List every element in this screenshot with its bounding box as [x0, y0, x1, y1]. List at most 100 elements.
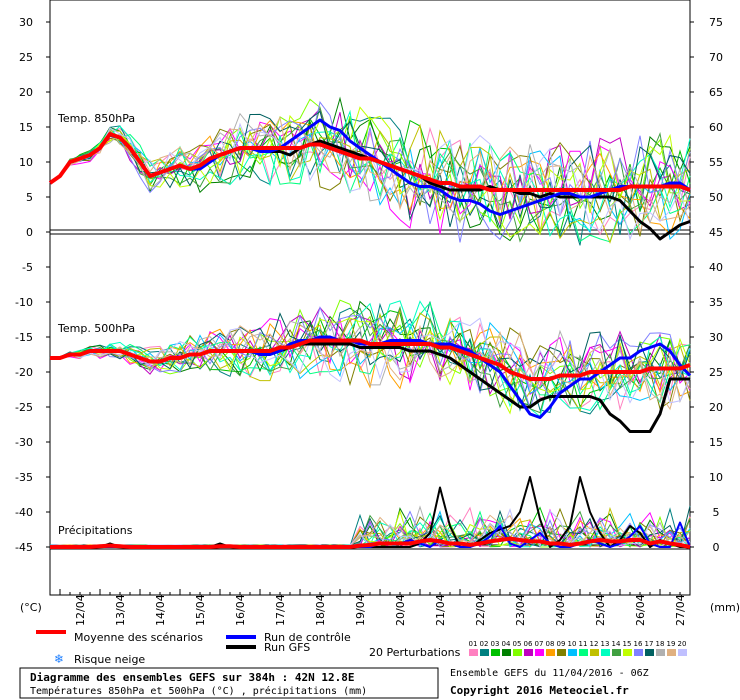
perturbation-line — [49, 101, 691, 243]
perturbation-line — [49, 324, 691, 411]
run-info: Ensemble GEFS du 11/04/2016 - 06Z — [450, 668, 649, 679]
left-tick-label: -20 — [15, 366, 33, 379]
panel-label-precip: Précipitations — [58, 524, 133, 537]
left-tick-label: 10 — [19, 156, 33, 169]
panel-label-850: Temp. 850hPa — [57, 112, 135, 125]
perturbation-id: 03 — [491, 640, 500, 648]
perturbation-id: 12 — [590, 640, 599, 648]
left-axis: 30 25 20 15 10 5 0 -5 -10 -15 -20 -25 -30 -35 -40 -45 — [15, 16, 50, 554]
snowflake-icon: ❄ — [54, 652, 64, 666]
legend-gfs-label: Run GFS — [264, 641, 310, 654]
perturbation-swatch — [601, 649, 610, 656]
right-tick-label: 70 — [709, 51, 723, 64]
left-tick-label: -35 — [15, 471, 33, 484]
x-tick-label: 17/04 — [274, 594, 287, 626]
perturbation-swatch — [480, 649, 489, 656]
perturbation-id: 10 — [568, 640, 577, 648]
right-tick-label: 55 — [709, 156, 723, 169]
left-tick-label: -45 — [15, 541, 33, 554]
right-tick-label: 15 — [709, 436, 723, 449]
perturbation-swatch — [491, 649, 500, 656]
perturbation-id: 06 — [524, 640, 533, 648]
perturbation-line — [49, 308, 691, 412]
perturbation-legend: 01 02 03 04 05 06 07 08 09 10 11 12 13 14 15 16 17 18 19 20 — [469, 640, 687, 656]
perturbation-swatch — [469, 649, 478, 656]
perturbation-id: 01 — [469, 640, 478, 648]
x-tick-label: 13/04 — [114, 594, 127, 626]
x-tick-label: 15/04 — [194, 594, 207, 626]
x-tick-label: 22/04 — [474, 594, 487, 626]
perturbation-id: 07 — [535, 640, 544, 648]
left-tick-label: 25 — [19, 51, 33, 64]
x-tick-label: 27/04 — [674, 594, 687, 626]
perturbation-swatch — [623, 649, 632, 656]
perturbation-swatch — [678, 649, 687, 656]
perturbation-swatch — [667, 649, 676, 656]
right-tick-label: 30 — [709, 331, 723, 344]
chart-title: Diagramme des ensembles GEFS sur 384h : … — [30, 671, 355, 684]
right-tick-label: 0 — [713, 541, 720, 554]
perturbation-line — [49, 121, 691, 235]
x-tick-label: 25/04 — [594, 594, 607, 626]
perturbation-line — [49, 317, 691, 415]
perturbation-id: 08 — [546, 640, 555, 648]
left-tick-label: -10 — [15, 296, 33, 309]
perturbation-id: 09 — [557, 640, 566, 648]
perturbation-id: 11 — [579, 640, 588, 648]
chart-subtitle: Températures 850hPa et 500hPa (°C) , pré… — [30, 685, 367, 697]
perturbation-id: 20 — [678, 640, 687, 648]
perturbation-swatch — [513, 649, 522, 656]
left-tick-label: 5 — [26, 191, 33, 204]
legend-mean-label: Moyenne des scénarios — [74, 631, 203, 644]
left-tick-label: 20 — [19, 86, 33, 99]
x-axis: 12/04 13/04 14/04 15/04 16/04 17/04 18/04 19/04… — [49, 589, 691, 626]
right-tick-label: 20 — [709, 401, 723, 414]
copyright: Copyright 2016 Meteociel.fr — [450, 684, 629, 697]
x-tick-label: 14/04 — [154, 594, 167, 626]
right-tick-label: 5 — [713, 506, 720, 519]
perturbation-id: 13 — [601, 640, 610, 648]
perturbation-id: 14 — [612, 640, 621, 648]
title-box — [19, 667, 439, 699]
perturbation-swatch — [634, 649, 643, 656]
perturbation-line — [49, 112, 691, 225]
right-tick-label: 75 — [709, 16, 723, 29]
perturbation-id: 19 — [667, 640, 676, 648]
perturbation-line — [49, 319, 691, 404]
perturbation-swatch — [579, 649, 588, 656]
right-tick-label: 25 — [709, 366, 723, 379]
x-tick-label: 19/04 — [354, 594, 367, 626]
right-tick-label: 35 — [709, 296, 723, 309]
x-tick-label: 24/04 — [554, 594, 567, 626]
perturbation-line — [49, 123, 691, 244]
legend-control-label: Run de contrôle — [264, 631, 351, 644]
perturbation-line — [49, 318, 691, 396]
x-tick-label: 20/04 — [394, 594, 407, 626]
perturbation-id: 02 — [480, 640, 489, 648]
perturbation-swatch — [656, 649, 665, 656]
left-tick-label: 15 — [19, 121, 33, 134]
left-tick-label: -25 — [15, 401, 33, 414]
plot-area — [49, 0, 691, 596]
perturbation-id: 18 — [656, 640, 665, 648]
perturbation-swatch — [590, 649, 599, 656]
main-series-lines — [48, 118, 692, 549]
left-tick-label: -40 — [15, 506, 33, 519]
left-unit-label: (°C) — [20, 601, 42, 614]
left-tick-label: 0 — [26, 226, 33, 239]
left-tick-label: -5 — [22, 261, 33, 274]
right-tick-label: 45 — [709, 226, 723, 239]
perturbation-swatch — [546, 649, 555, 656]
left-tick-label: -15 — [15, 331, 33, 344]
right-tick-label: 50 — [709, 191, 723, 204]
right-tick-label: 40 — [709, 261, 723, 274]
right-tick-label: 65 — [709, 86, 723, 99]
perturbation-swatch — [524, 649, 533, 656]
legend-snow-label: Risque neige — [74, 653, 145, 666]
perturbation-id: 05 — [513, 640, 522, 648]
mean-line — [48, 132, 691, 192]
perturbation-swatch — [535, 649, 544, 656]
perturbation-swatch — [557, 649, 566, 656]
mean-line — [50, 536, 691, 549]
